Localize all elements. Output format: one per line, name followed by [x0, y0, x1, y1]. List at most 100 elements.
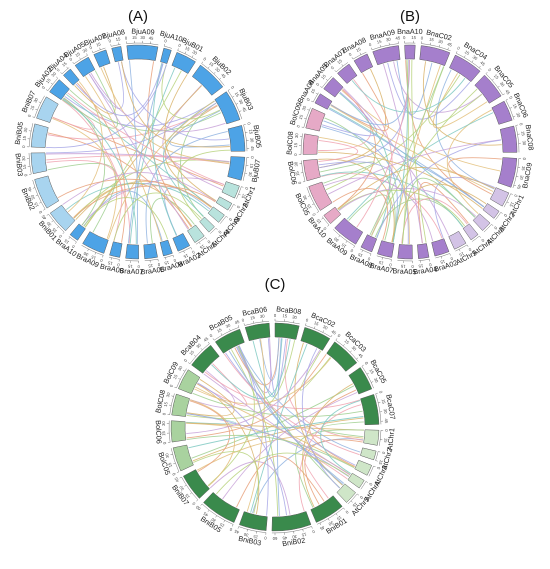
tick-mark: [478, 65, 481, 68]
tick-mark: [99, 47, 101, 50]
tick-label: 0: [57, 233, 63, 239]
tick-mark: [497, 85, 500, 88]
tick-label: 45: [148, 35, 154, 41]
tick-mark: [366, 372, 369, 375]
chromosome-block-bjua09: [126, 44, 159, 61]
tick-scale-atchr3: [368, 466, 374, 477]
tick-label: 0: [164, 38, 168, 44]
chromosome-block-bnaa10: [404, 44, 416, 60]
tick-scale-bnib07: [34, 95, 45, 118]
chromosome-block-bnac09: [497, 157, 518, 188]
chromosome-block-braa05: [143, 243, 158, 260]
tick-label: 0: [162, 412, 167, 416]
tick-label: 30: [472, 54, 479, 61]
tick-label: 15: [293, 142, 298, 148]
tick-label: 0: [449, 256, 454, 262]
tick-label: 15: [429, 37, 435, 43]
tick-label: 60: [194, 504, 201, 511]
tick-label: 0: [21, 145, 26, 148]
tick-label: 15: [351, 501, 358, 508]
tick-mark: [311, 100, 314, 103]
tick-label: 0: [487, 67, 493, 73]
tick-mark: [75, 241, 77, 244]
tick-label: 15: [252, 534, 258, 540]
tick-mark: [350, 500, 353, 503]
chromosome-block-bnac02: [419, 45, 451, 67]
tick-label: 30: [161, 420, 166, 425]
tick-label: 0: [388, 262, 392, 267]
tick-label: 0: [508, 95, 514, 100]
tick-label: 0: [349, 248, 354, 254]
circos-panel-a: (A) 0 15 30 45BjuA090BjuA1001530BjuB0101530…: [13, 8, 264, 276]
tick-mark: [170, 454, 173, 456]
chromosome-block-bnaa05: [323, 77, 344, 98]
tick-label: 45: [384, 418, 389, 424]
tick-label: 15: [33, 201, 40, 208]
tick-mark: [207, 509, 210, 512]
tick-label: 0: [202, 56, 207, 62]
synteny-link: [149, 197, 195, 243]
tick-mark: [315, 92, 318, 95]
chromosome-block-braa02: [172, 233, 191, 252]
tick-label: 0: [381, 451, 387, 455]
tick-mark: [172, 255, 174, 258]
tick-label: 45: [40, 214, 47, 221]
synteny-link: [351, 77, 466, 113]
chromosome-label: AtChr5: [454, 248, 478, 266]
tick-label: 30: [291, 534, 297, 540]
tick-label: 45: [233, 528, 240, 535]
tick-label: 0: [522, 157, 527, 160]
synteny-link: [223, 353, 360, 456]
tick-mark: [205, 237, 208, 240]
tick-label: 45: [447, 41, 454, 48]
synteny-link: [129, 67, 176, 244]
chromosome-block-atchr1: [363, 429, 380, 446]
synteny-link: [338, 187, 477, 217]
tick-label: 0: [368, 42, 373, 48]
tick-mark: [357, 493, 360, 496]
tick-label: 30: [327, 520, 334, 527]
chromosome-label: BjuB07: [250, 159, 263, 183]
synteny-link: [188, 416, 364, 449]
tick-label: 15: [335, 515, 342, 522]
synteny-link: [330, 105, 494, 192]
tick-mark: [378, 451, 381, 453]
synteny-link: [195, 386, 355, 468]
tick-scale-braa07: [125, 260, 139, 262]
tick-label: 15: [357, 252, 364, 259]
tick-label: 15: [313, 320, 320, 327]
chromosome-label: AtChr5: [349, 495, 371, 518]
tick-scale-atchr2: [229, 204, 234, 212]
tick-label: 15: [306, 203, 313, 210]
tick-mark: [506, 201, 509, 204]
tick-mark: [176, 471, 180, 473]
tick-mark: [79, 57, 81, 60]
tick-mark: [243, 124, 246, 126]
tick-mark: [356, 357, 359, 360]
synteny-link: [197, 382, 287, 516]
chromosome-block-atchr5: [187, 224, 205, 243]
tick-label: 15: [184, 45, 191, 52]
chromosome-block-bjua10: [160, 47, 172, 64]
synteny-link: [259, 338, 280, 381]
synteny-link: [203, 373, 351, 476]
tick-mark: [191, 55, 194, 58]
tick-label: 30: [332, 236, 339, 243]
panel-label-c: (C): [265, 276, 286, 293]
chromosome-block-bolc05: [308, 181, 333, 211]
tick-label: 0: [23, 173, 29, 177]
tick-label: 15: [381, 399, 387, 405]
synteny-link: [62, 70, 118, 129]
tick-mark: [178, 378, 181, 380]
tick-label: 30: [21, 155, 26, 161]
tick-label: 45: [203, 336, 210, 343]
tick-mark: [215, 228, 218, 230]
tick-mark: [35, 194, 38, 197]
chromosome-block-atchr3: [472, 213, 491, 231]
tick-scale-bnac09: [512, 158, 520, 189]
synteny-link: [432, 73, 488, 129]
tick-scale-bnib01: [48, 214, 65, 233]
synteny-link: [169, 110, 230, 148]
chromosome-block-bjub07: [227, 156, 246, 181]
